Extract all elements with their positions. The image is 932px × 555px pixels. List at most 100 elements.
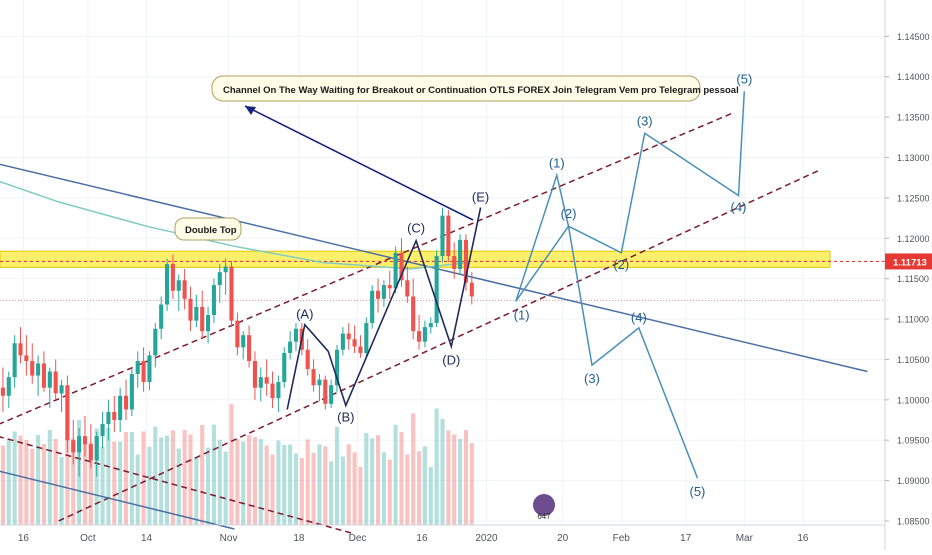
y-tick-label: 1.13500	[897, 113, 930, 123]
candle-body	[18, 343, 23, 356]
wave-label: (D)	[442, 353, 460, 368]
volume-bar	[53, 439, 58, 525]
x-tick-label: Feb	[613, 533, 631, 544]
volume-bar	[223, 451, 228, 525]
bottom-blue-line	[0, 470, 235, 530]
volume-bar	[323, 446, 328, 525]
candle-body	[94, 436, 99, 461]
volume-bar	[452, 434, 457, 525]
candle-body	[393, 252, 398, 289]
volume-bar	[458, 439, 463, 525]
candle-body	[241, 335, 246, 348]
y-tick-label: 1.10000	[897, 395, 930, 405]
volume-bar	[311, 453, 316, 525]
volume-bar	[229, 404, 234, 525]
volume-bar	[288, 444, 293, 525]
trendline-layer	[0, 112, 868, 534]
logo-icon	[533, 494, 555, 516]
volume-bar	[422, 446, 427, 525]
volume-bar	[340, 456, 345, 525]
y-axis: 1.14500 1.14000 1.13500 1.13000 1.12500 1.120…	[884, 0, 932, 550]
volume-bar	[276, 440, 281, 525]
candle-body	[469, 282, 474, 297]
y-tick-label: 1.11500	[897, 274, 929, 284]
candle-body	[282, 352, 287, 383]
candle-body	[59, 385, 64, 394]
volume-bar	[153, 426, 158, 525]
candle-body	[340, 333, 345, 350]
volume-bar	[123, 432, 129, 525]
x-tick-label: 16	[797, 533, 809, 544]
candle-body	[147, 355, 152, 383]
historical-wave-path	[286, 207, 482, 410]
volume-bar	[188, 434, 193, 525]
y-tick-label: 1.10500	[897, 355, 930, 365]
candle-body	[47, 371, 52, 388]
volume-bar	[182, 430, 187, 525]
volume-bar	[88, 442, 93, 525]
candle-body	[375, 290, 381, 299]
volume-bar	[434, 408, 439, 525]
y-tick-label: 1.14500	[897, 32, 930, 42]
volume-bar	[329, 461, 334, 525]
candle-body	[452, 256, 457, 269]
candle-body	[112, 411, 117, 420]
volume-bar	[399, 432, 404, 525]
double-top-text: Double Top	[185, 225, 237, 236]
candle-body	[258, 377, 263, 388]
volume-bar	[270, 454, 275, 525]
volume-bar	[82, 438, 88, 525]
candle-body	[270, 383, 275, 399]
candle-body	[428, 323, 433, 328]
candle-body	[440, 215, 445, 257]
volume-bar	[293, 453, 299, 525]
y-tick-label: 1.08500	[897, 516, 930, 526]
y-tick-label: 1.12000	[897, 234, 930, 244]
candle-body	[446, 215, 451, 257]
logo-text: 647	[537, 512, 551, 521]
volume-bar	[247, 435, 252, 525]
y-tick-label: 1.13000	[897, 153, 930, 163]
candle-body	[381, 285, 386, 299]
candle-body	[71, 440, 76, 453]
candle-body	[317, 379, 322, 386]
volume-bar	[334, 426, 340, 525]
volume-bar	[159, 437, 164, 525]
candle-body	[0, 387, 5, 396]
wave-label: (4)	[731, 199, 747, 214]
volume-bar	[258, 439, 263, 525]
volume-bar	[252, 437, 258, 525]
volume-bar	[217, 439, 222, 525]
volume-bar	[364, 433, 369, 525]
x-tick-label: 16	[416, 533, 428, 544]
candle-body	[387, 285, 392, 289]
volume-bar	[206, 447, 211, 525]
volume-bar	[417, 451, 422, 525]
volume-bar	[411, 413, 416, 525]
candle-body	[30, 361, 35, 376]
double-top-box	[174, 217, 242, 241]
volume-bar	[0, 445, 5, 525]
volume-bar	[211, 424, 216, 525]
candle-body	[252, 361, 258, 388]
volume-bar	[428, 467, 433, 525]
candle-body	[24, 355, 29, 362]
volume-bar	[305, 439, 310, 525]
candle-body	[206, 315, 211, 332]
candle-body	[135, 361, 140, 374]
candle-body	[411, 296, 416, 332]
x-tick-label: 16	[18, 533, 30, 544]
candle-body	[123, 395, 129, 410]
candle-body	[100, 424, 105, 437]
candle-body	[247, 335, 252, 362]
candle-body	[352, 339, 357, 347]
candle-body	[276, 382, 281, 399]
volume-bar	[176, 448, 181, 525]
candle-body	[458, 239, 463, 269]
x-tick-label: 2020	[475, 533, 498, 544]
candle-body	[223, 266, 228, 273]
moving-average-line	[0, 180, 469, 270]
candle-layer	[0, 207, 474, 477]
